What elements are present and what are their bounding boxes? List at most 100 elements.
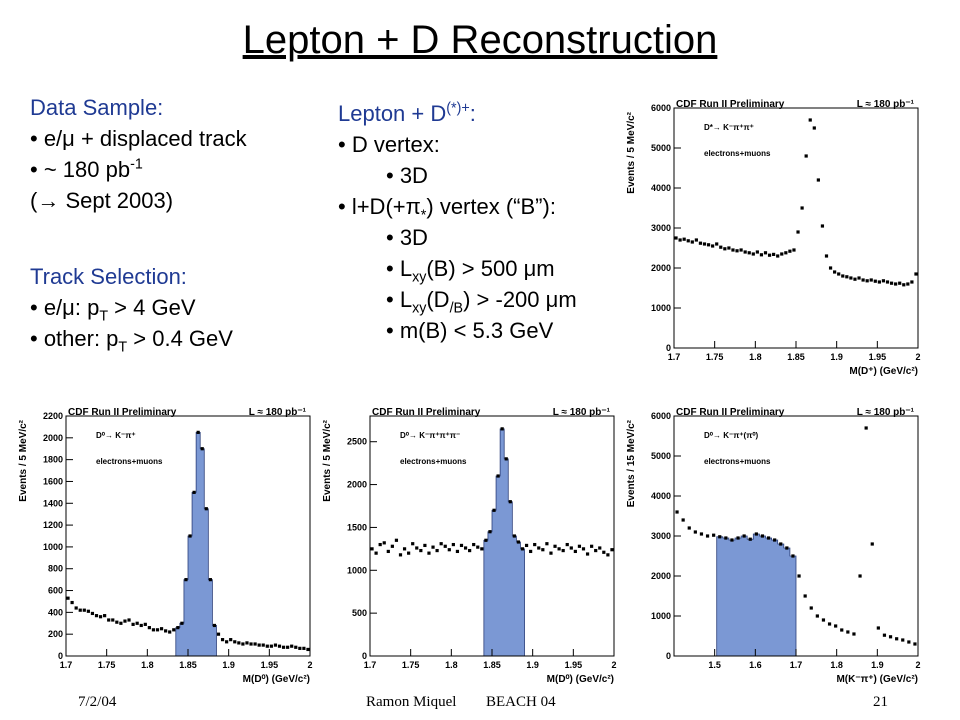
y-axis-label: Events / 15 MeV/c² <box>626 419 637 507</box>
data-point <box>820 224 825 228</box>
x-tick-label: 1.85 <box>483 660 501 670</box>
y-tick-label: 1000 <box>651 611 671 621</box>
data-sample-item-3: (→ Sept 2003) <box>30 188 174 213</box>
y-tick-label: 200 <box>48 629 63 639</box>
data-point <box>302 646 306 650</box>
data-point <box>565 542 569 547</box>
data-point <box>277 644 282 648</box>
data-point <box>249 642 253 646</box>
data-point <box>876 626 880 630</box>
data-point <box>824 254 829 258</box>
y-tick-label: 4000 <box>651 491 671 501</box>
y-tick-label: 500 <box>352 608 367 618</box>
data-point <box>447 548 451 552</box>
signal-region-fill <box>716 533 797 657</box>
x-axis-label: M(D⁰) (GeV/c²) <box>547 674 614 685</box>
data-point <box>573 549 577 554</box>
data-point <box>821 618 826 622</box>
x-axis-label: M(D⁰) (GeV/c²) <box>243 674 310 685</box>
x-tick-label: 1.9 <box>871 660 884 670</box>
data-point <box>431 545 435 549</box>
decay-label: D*→ K⁻π⁺π⁺ <box>704 123 754 132</box>
data-point <box>796 230 800 234</box>
data-point <box>699 532 704 536</box>
data-point <box>306 647 310 652</box>
y-tick-label: 3000 <box>651 531 671 541</box>
data-point <box>155 628 160 632</box>
lepton-d-item-5: • Lxy(B) > 500 μm <box>386 256 555 286</box>
y-tick-label: 1800 <box>43 455 63 465</box>
plot-luminosity: L ≈ 180 pb⁻¹ <box>249 407 307 418</box>
plot-d0-kpi-mass: 0 200 400 600 800 1000 1200 1400 1600 1800 2000 220… <box>14 404 320 694</box>
lepton-d-item-4: • 3D <box>386 225 428 250</box>
data-point <box>233 640 237 644</box>
y-tick-label: 2000 <box>43 433 63 443</box>
x-tick-label: 1.85 <box>787 352 805 362</box>
data-point <box>168 630 172 634</box>
footer-page-number: 21 <box>873 694 888 710</box>
x-axis-label: M(K⁻π⁺) (GeV/c²) <box>836 674 918 685</box>
lepton-d-item-1: • D vertex: <box>338 132 440 157</box>
data-point <box>500 427 504 431</box>
data-point <box>767 253 772 257</box>
data-point <box>712 533 716 537</box>
data-point <box>86 609 90 613</box>
x-tick-label: 1.7 <box>364 660 377 670</box>
data-point <box>176 626 180 630</box>
data-point <box>815 614 819 618</box>
data-point <box>747 251 751 255</box>
data-point <box>78 608 82 612</box>
data-point <box>237 641 241 645</box>
x-tick-label: 1.7 <box>60 660 73 670</box>
x-axis-label: M(D⁺) (GeV/c²) <box>849 366 918 377</box>
data-point <box>865 279 869 283</box>
data-point <box>898 281 902 285</box>
data-point <box>164 629 168 633</box>
data-point <box>751 252 755 256</box>
data-point <box>711 244 715 248</box>
data-point <box>853 277 857 281</box>
y-tick-label: 600 <box>48 586 63 596</box>
data-point <box>785 546 789 550</box>
x-tick-label: 2 <box>915 660 920 670</box>
data-point <box>484 538 488 542</box>
y-tick-label: 0 <box>58 651 63 661</box>
x-tick-label: 1.95 <box>869 352 887 362</box>
x-tick-label: 1.9 <box>830 352 843 362</box>
y-tick-label: 5000 <box>651 451 671 461</box>
footer-conference: BEACH 04 <box>486 694 556 710</box>
data-point <box>759 253 764 257</box>
y-tick-label: 1000 <box>43 542 63 552</box>
data-point <box>901 638 905 642</box>
data-point <box>435 548 439 553</box>
data-point <box>780 252 784 256</box>
data-point <box>468 548 472 553</box>
data-point <box>702 242 707 246</box>
data-point <box>415 546 419 550</box>
y-tick-label: 0 <box>666 343 671 353</box>
data-point <box>196 430 200 434</box>
data-point <box>861 278 865 282</box>
data-point <box>800 206 804 210</box>
data-point <box>212 623 217 628</box>
data-point <box>594 548 598 553</box>
data-point <box>763 251 768 255</box>
data-point <box>143 622 147 626</box>
data-point <box>220 638 225 642</box>
data-point <box>265 644 269 648</box>
data-point <box>735 249 739 253</box>
lepton-d-item-7: • m(B) < 5.3 GeV <box>386 318 554 343</box>
data-point <box>261 643 265 647</box>
data-point <box>407 551 411 555</box>
data-point <box>82 608 86 612</box>
y-tick-label: 1500 <box>347 522 367 532</box>
data-point <box>119 621 123 625</box>
plot-d0-k3pi-mass: 0 500 1000 1500 2000 2500 1.7 1.75 1.8 1.85 1.9 1.9… <box>318 404 624 694</box>
sample-label: electrons+muons <box>704 149 771 158</box>
x-tick-label: 1.9 <box>526 660 539 670</box>
data-point <box>374 551 378 555</box>
data-point <box>773 538 777 542</box>
y-tick-label: 2200 <box>43 411 63 421</box>
data-point <box>480 547 484 551</box>
y-tick-label: 2000 <box>651 571 671 581</box>
